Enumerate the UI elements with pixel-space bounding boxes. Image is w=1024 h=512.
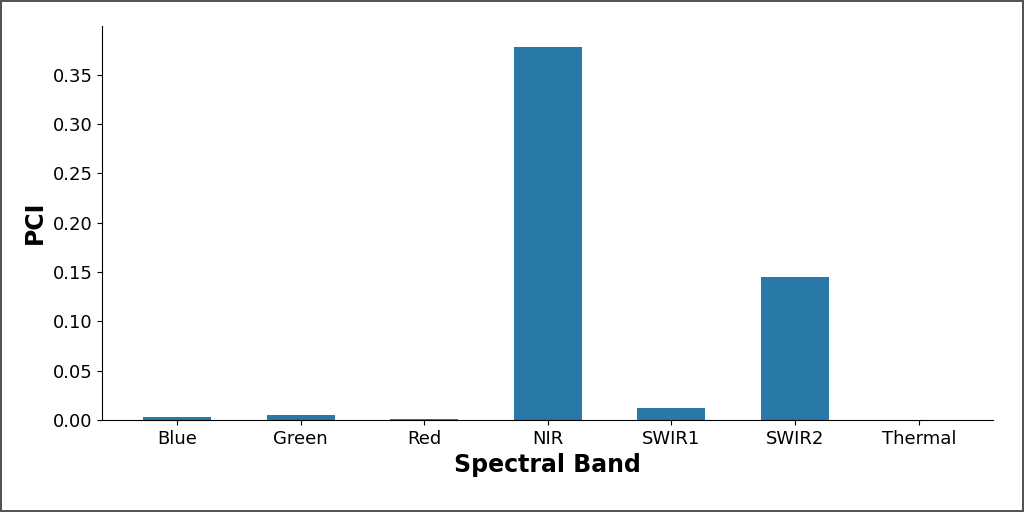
Bar [266,415,335,420]
Bar [638,408,706,420]
Y-axis label: PCI: PCI [24,201,47,244]
X-axis label: Spectral Band: Spectral Band [455,453,641,477]
Bar [761,277,829,420]
Bar [143,417,211,420]
Bar [390,419,458,420]
Bar [514,47,582,420]
